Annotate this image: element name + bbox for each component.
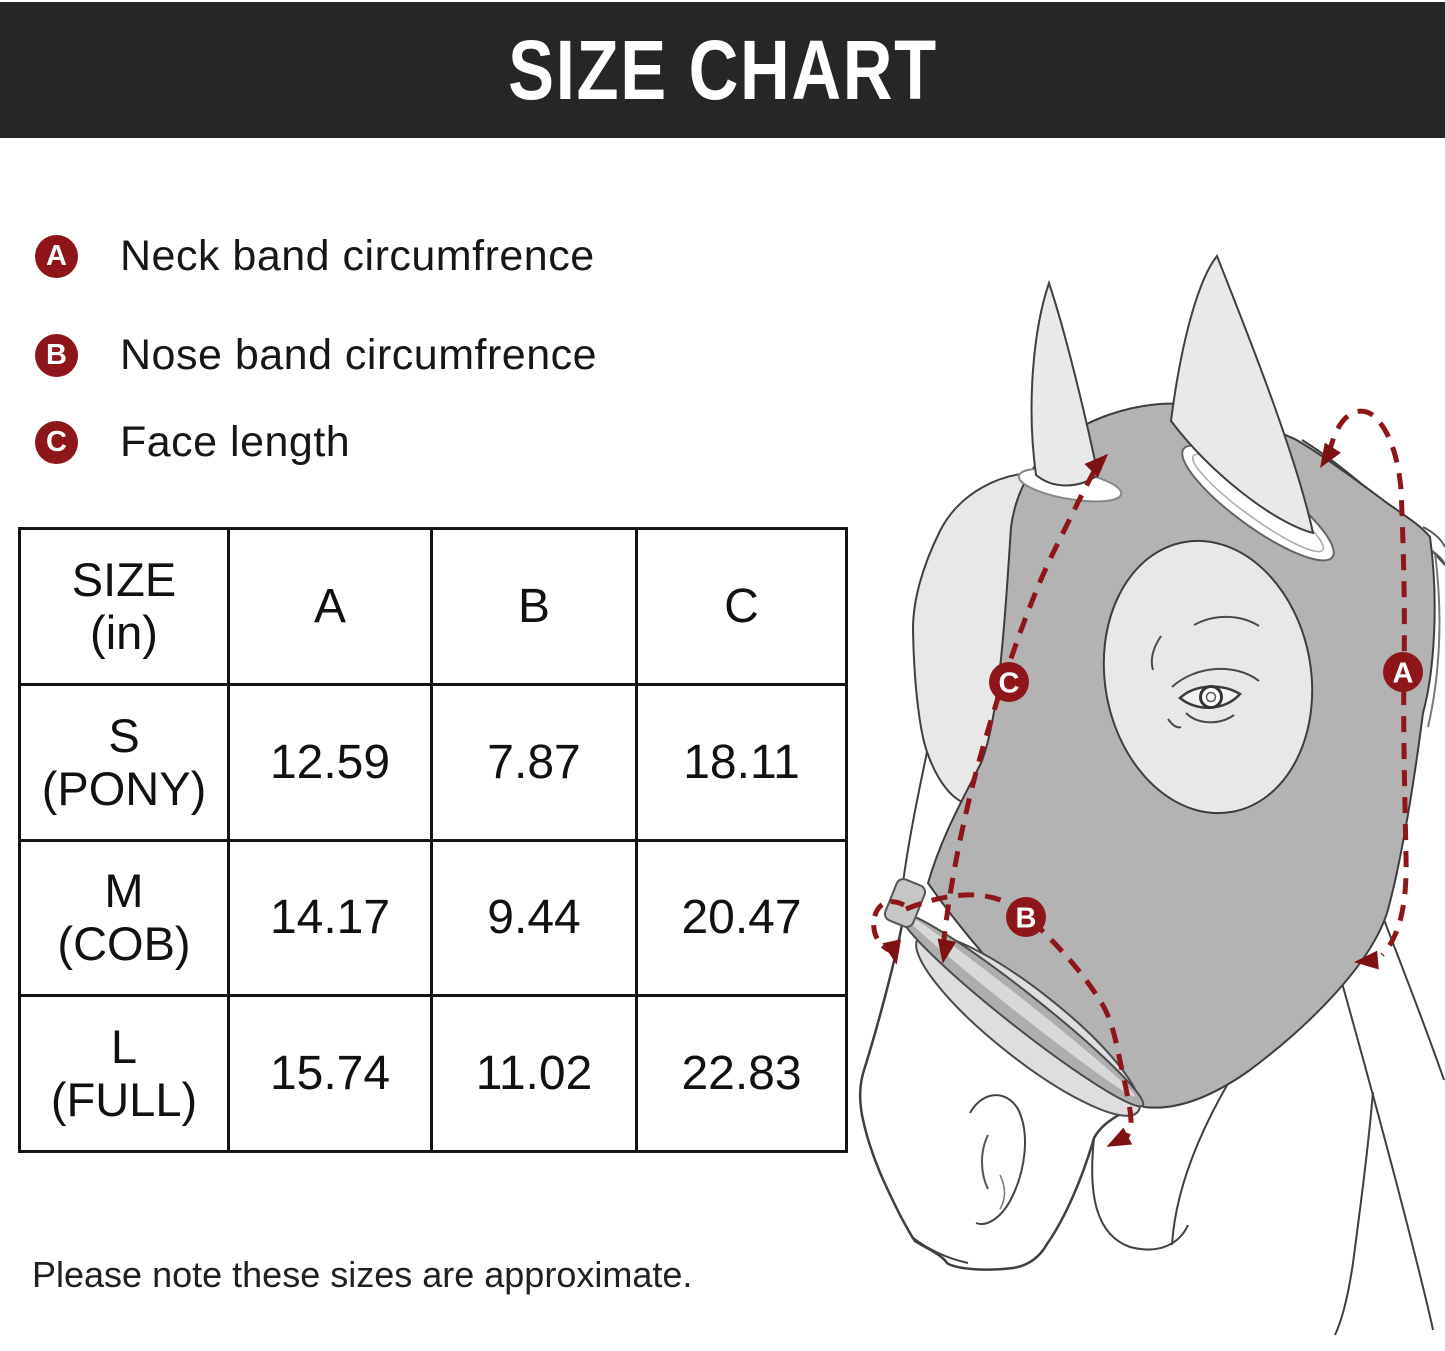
row-s-value-a: 12.59 <box>227 683 433 842</box>
legend-item-nose-band: B Nose band circumfrence <box>35 331 597 380</box>
row-m-value-b: 9.44 <box>430 839 638 997</box>
arrowhead-a-top <box>1320 442 1341 469</box>
header-size-line2: (in) <box>90 605 158 659</box>
legend-label-a: Neck band circumfrence <box>120 232 595 280</box>
arrowhead-b-left <box>882 939 902 965</box>
left-ear <box>1030 279 1100 487</box>
table-row-l-full: L (FULL) 15.74 11.02 22.83 <box>18 994 848 1153</box>
row-l-size-cell: L (FULL) <box>18 994 230 1153</box>
right-ear <box>1169 254 1315 535</box>
table-row-s-pony: S (PONY) 12.59 7.87 18.11 <box>18 683 848 842</box>
measurement-line-b <box>871 892 1134 1147</box>
table-row-m-cob: M (COB) 14.17 9.44 20.47 <box>18 839 848 997</box>
diagram-badge-c-letter: C <box>999 668 1020 700</box>
fly-mask-shape <box>926 402 1445 1109</box>
arrowhead-c-top <box>1084 453 1109 478</box>
diagram-badge-b-letter: B <box>1016 903 1037 935</box>
arrowhead-a-bottom <box>1354 950 1379 970</box>
title-banner: SIZE CHART <box>0 2 1445 138</box>
row-m-line2: (COB) <box>57 917 191 970</box>
header-size-cell: SIZE (in) <box>18 527 230 686</box>
page-title: SIZE CHART <box>507 22 938 117</box>
row-s-value-b: 7.87 <box>430 683 638 842</box>
measurement-line-a <box>1320 408 1409 970</box>
row-s-value-c: 18.11 <box>635 683 848 842</box>
legend-item-face-length: C Face length <box>35 418 350 467</box>
table-header-row: SIZE (in) A B C <box>18 527 848 686</box>
eye-sketch <box>1150 615 1260 729</box>
row-m-value-c: 20.47 <box>635 839 848 997</box>
legend-badge-b: B <box>35 334 78 377</box>
header-col-a: A <box>227 527 433 686</box>
row-m-value-a: 14.17 <box>227 839 433 997</box>
row-s-line1: S <box>108 708 140 762</box>
diagram-badge-a <box>1383 652 1423 692</box>
row-m-size-cell: M (COB) <box>18 839 230 997</box>
nose-band-tab <box>883 878 927 928</box>
approximate-sizes-note: Please note these sizes are approximate. <box>32 1254 693 1295</box>
header-col-c: C <box>635 527 848 686</box>
legend-badge-a: A <box>35 235 78 278</box>
diagram-badge-a-letter: A <box>1393 658 1414 690</box>
arrowhead-b-right <box>1106 1127 1133 1147</box>
nose-band <box>883 878 1145 1117</box>
row-l-value-a: 15.74 <box>227 994 433 1153</box>
header-col-b: B <box>430 527 638 686</box>
row-s-line2: (PONY) <box>41 761 207 815</box>
diagram-badge-b <box>1006 897 1046 937</box>
measurement-line-c <box>937 453 1109 964</box>
size-table: SIZE (in) A B C S (PONY) 12.59 7.87 18.1… <box>18 527 848 1153</box>
row-l-value-b: 11.02 <box>430 994 638 1153</box>
header-size-line1: SIZE <box>71 552 177 606</box>
row-s-size-cell: S (PONY) <box>18 683 230 842</box>
row-l-line2: (FULL) <box>50 1072 198 1126</box>
legend-item-neck-band: A Neck band circumfrence <box>35 232 595 281</box>
eye-opening <box>1102 539 1314 815</box>
row-m-line1: M <box>104 864 144 918</box>
row-l-line1: L <box>110 1019 138 1073</box>
row-l-value-c: 22.83 <box>635 994 848 1153</box>
diagram-badges: C B A <box>989 652 1423 937</box>
legend-label-b: Nose band circumfrence <box>120 331 598 379</box>
diagram-badge-c <box>989 662 1029 702</box>
legend-label-c: Face length <box>120 418 351 466</box>
legend-badge-c: C <box>35 421 78 464</box>
horse-fly-mask-illustration: C B A <box>858 254 1445 1336</box>
horse-ears <box>1030 254 1315 535</box>
arrowhead-c-bottom <box>937 938 957 964</box>
